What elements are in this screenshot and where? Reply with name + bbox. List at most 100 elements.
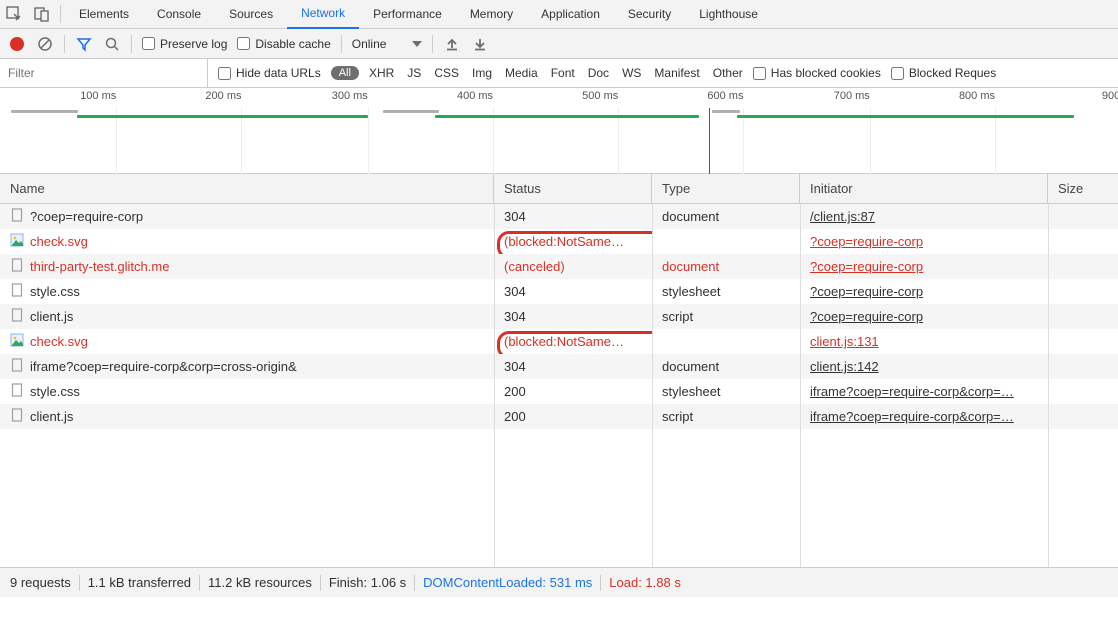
hide-data-urls-label: Hide data URLs (236, 66, 321, 80)
filter-type-font[interactable]: Font (551, 66, 575, 80)
file-icon (10, 383, 24, 400)
tab-sources[interactable]: Sources (215, 0, 287, 29)
table-row[interactable]: client.js200scriptiframe?coep=require-co… (0, 404, 1118, 429)
initiator-link[interactable]: iframe?coep=require-corp&corp=… (810, 384, 1014, 399)
request-status: 304 (494, 354, 652, 379)
filter-type-ws[interactable]: WS (622, 66, 641, 80)
tab-performance[interactable]: Performance (359, 0, 456, 29)
initiator-link[interactable]: ?coep=require-corp (810, 284, 923, 299)
col-type[interactable]: Type (652, 174, 800, 203)
tab-lighthouse[interactable]: Lighthouse (685, 0, 772, 29)
filter-icon[interactable] (75, 35, 93, 53)
file-icon (10, 233, 24, 250)
request-size (1048, 254, 1118, 279)
filter-type-js[interactable]: JS (407, 66, 421, 80)
initiator-link[interactable]: ?coep=require-corp (810, 234, 923, 249)
filter-type-css[interactable]: CSS (434, 66, 459, 80)
request-status: 200 (494, 404, 652, 429)
request-name: style.css (30, 284, 80, 299)
timeline-label: 300 ms (332, 90, 368, 102)
request-type: document (652, 254, 800, 279)
request-status: 304 (494, 279, 652, 304)
request-type: stylesheet (652, 279, 800, 304)
request-size (1048, 404, 1118, 429)
request-type: script (652, 304, 800, 329)
table-row[interactable]: check.svg(blocked:NotSame…client.js:131 (0, 329, 1118, 354)
request-name: client.js (30, 309, 73, 324)
table-row[interactable]: iframe?coep=require-corp&corp=cross-orig… (0, 354, 1118, 379)
initiator-link[interactable]: /client.js:87 (810, 209, 875, 224)
timeline-overview[interactable]: 100 ms200 ms300 ms400 ms500 ms600 ms700 … (0, 88, 1118, 174)
filter-all-pill[interactable]: All (331, 66, 359, 80)
request-name: check.svg (30, 334, 88, 349)
separator (64, 35, 65, 53)
file-icon (10, 408, 24, 425)
record-button[interactable] (8, 35, 26, 53)
footer-transferred: 1.1 kB transferred (88, 575, 191, 590)
filter-type-xhr[interactable]: XHR (369, 66, 394, 80)
request-size (1048, 229, 1118, 254)
upload-har-icon[interactable] (443, 35, 461, 53)
clear-icon[interactable] (36, 35, 54, 53)
request-size (1048, 304, 1118, 329)
footer-finish: Finish: 1.06 s (329, 575, 406, 590)
tab-security[interactable]: Security (614, 0, 685, 29)
blocked-requests-checkbox[interactable]: Blocked Reques (891, 66, 996, 80)
preserve-log-label: Preserve log (160, 37, 227, 51)
table-row[interactable]: client.js304script?coep=require-corp (0, 304, 1118, 329)
initiator-link[interactable]: iframe?coep=require-corp&corp=… (810, 409, 1014, 424)
footer-load: Load: 1.88 s (609, 575, 681, 590)
download-har-icon[interactable] (471, 35, 489, 53)
initiator-link[interactable]: client.js:131 (810, 334, 879, 349)
filter-type-doc[interactable]: Doc (588, 66, 609, 80)
filter-type-img[interactable]: Img (472, 66, 492, 80)
initiator-link[interactable]: client.js:142 (810, 359, 879, 374)
chevron-down-icon (412, 41, 422, 47)
device-toggle-icon[interactable] (28, 0, 56, 29)
col-status[interactable]: Status (494, 174, 652, 203)
devtools-top-strip: ElementsConsoleSourcesNetworkPerformance… (0, 0, 1118, 29)
filter-type-other[interactable]: Other (713, 66, 743, 80)
timeline-segment (435, 115, 699, 118)
has-blocked-cookies-checkbox[interactable]: Has blocked cookies (753, 66, 881, 80)
filter-type-manifest[interactable]: Manifest (654, 66, 699, 80)
tab-memory[interactable]: Memory (456, 0, 527, 29)
timeline-label: 200 ms (205, 90, 241, 102)
separator (432, 35, 433, 53)
table-row[interactable]: style.css 304stylesheet ?coep=require-corp (0, 279, 1118, 304)
initiator-link[interactable]: ?coep=require-corp (810, 259, 923, 274)
timeline-label: 100 ms (80, 90, 116, 102)
footer-dcl: DOMContentLoaded: 531 ms (423, 575, 592, 590)
col-initiator[interactable]: Initiator (800, 174, 1048, 203)
timeline-segment (383, 110, 439, 113)
tab-console[interactable]: Console (143, 0, 215, 29)
preserve-log-checkbox[interactable]: Preserve log (142, 37, 227, 51)
tab-elements[interactable]: Elements (65, 0, 143, 29)
footer-resources: 11.2 kB resources (208, 575, 312, 590)
timeline-label: 900 (1102, 90, 1118, 102)
initiator-link[interactable]: ?coep=require-corp (810, 309, 923, 324)
throttling-select[interactable]: Online (352, 37, 423, 51)
request-name: ?coep=require-corp (30, 209, 143, 224)
table-row[interactable]: style.css200stylesheetiframe?coep=requir… (0, 379, 1118, 404)
col-size[interactable]: Size (1048, 174, 1118, 203)
search-icon[interactable] (103, 35, 121, 53)
inspect-icon[interactable] (0, 0, 28, 29)
request-name: iframe?coep=require-corp&corp=cross-orig… (30, 359, 297, 374)
request-status: (canceled) (494, 254, 652, 279)
filter-type-media[interactable]: Media (505, 66, 538, 80)
table-row[interactable]: third-party-test.glitch.me(canceled)docu… (0, 254, 1118, 279)
request-size (1048, 204, 1118, 229)
filter-input[interactable] (0, 59, 208, 88)
request-name: check.svg (30, 234, 88, 249)
tab-network[interactable]: Network (287, 0, 359, 29)
col-name[interactable]: Name (0, 174, 494, 203)
disable-cache-checkbox[interactable]: Disable cache (237, 37, 330, 51)
timeline-segment (11, 110, 78, 113)
tab-application[interactable]: Application (527, 0, 614, 29)
table-row[interactable]: check.svg(blocked:NotSame…?coep=require-… (0, 229, 1118, 254)
hide-data-urls-checkbox[interactable]: Hide data URLs (218, 66, 321, 80)
table-row[interactable]: ?coep=require-corp304document/client.js:… (0, 204, 1118, 229)
request-status: 200 (494, 379, 652, 404)
request-type: script (652, 404, 800, 429)
